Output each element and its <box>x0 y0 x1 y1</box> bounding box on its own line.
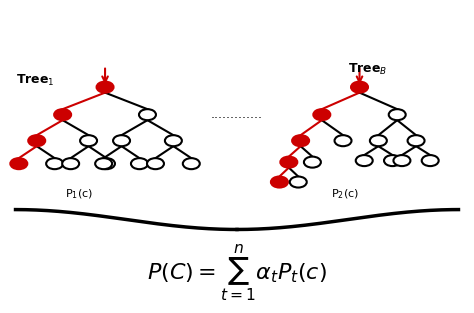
Circle shape <box>10 158 27 169</box>
Circle shape <box>271 177 288 187</box>
Circle shape <box>393 155 410 166</box>
Circle shape <box>131 158 148 169</box>
Circle shape <box>165 135 182 146</box>
Text: Tree$_B$: Tree$_B$ <box>348 62 387 77</box>
Circle shape <box>139 109 156 120</box>
Circle shape <box>335 135 352 146</box>
Circle shape <box>98 158 115 169</box>
Circle shape <box>408 135 425 146</box>
Circle shape <box>95 158 112 169</box>
Circle shape <box>422 155 438 166</box>
Circle shape <box>280 156 297 168</box>
Circle shape <box>351 82 368 93</box>
Circle shape <box>290 177 307 187</box>
Circle shape <box>113 135 130 146</box>
Circle shape <box>183 158 200 169</box>
Text: P$_1$(c): P$_1$(c) <box>65 187 93 201</box>
Circle shape <box>304 156 321 168</box>
Circle shape <box>292 135 309 146</box>
Text: .............: ............. <box>211 108 263 121</box>
Circle shape <box>28 135 45 146</box>
Circle shape <box>356 155 373 166</box>
Text: P$_2$(c): P$_2$(c) <box>331 187 359 201</box>
Circle shape <box>97 82 114 93</box>
Circle shape <box>54 109 71 120</box>
Text: Tree$_1$: Tree$_1$ <box>16 73 54 88</box>
Text: $P(C) = \sum_{t=1}^{n} \alpha_t P_t(c)$: $P(C) = \sum_{t=1}^{n} \alpha_t P_t(c)$ <box>147 243 327 305</box>
Circle shape <box>46 158 63 169</box>
Circle shape <box>313 109 330 120</box>
Circle shape <box>147 158 164 169</box>
Circle shape <box>389 109 406 120</box>
Circle shape <box>370 135 387 146</box>
Circle shape <box>62 158 79 169</box>
Circle shape <box>80 135 97 146</box>
Circle shape <box>384 155 401 166</box>
